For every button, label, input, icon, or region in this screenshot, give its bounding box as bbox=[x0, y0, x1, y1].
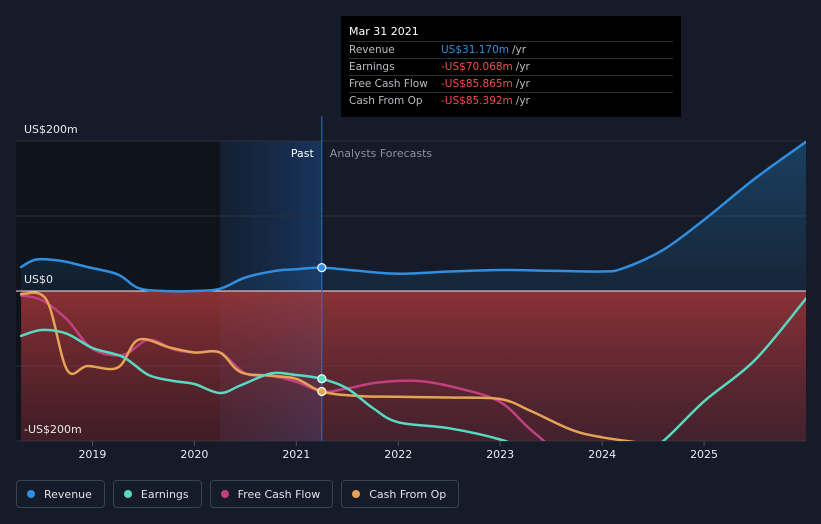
tooltip-row-value: -US$85.865m bbox=[441, 78, 513, 90]
tooltip-row: Cash From Op -US$85.392m/yr bbox=[349, 92, 673, 109]
legend-label: Revenue bbox=[44, 487, 92, 501]
x-tick-label: 2019 bbox=[78, 448, 106, 461]
tooltip-row: Free Cash Flow -US$85.865m/yr bbox=[349, 75, 673, 92]
tooltip-row-label: Earnings bbox=[349, 61, 395, 73]
cash-from-op-marker[interactable] bbox=[317, 386, 327, 397]
y-label-bottom: -US$200m bbox=[24, 423, 82, 436]
tooltip-row: Revenue US$31.170m/yr bbox=[349, 41, 673, 58]
legend-dot-icon bbox=[123, 490, 132, 498]
revenue-line bbox=[19, 141, 806, 293]
legend-label: Free Cash Flow bbox=[237, 487, 321, 501]
legend-dot-icon bbox=[27, 490, 35, 498]
tooltip-row-label: Revenue bbox=[349, 44, 395, 56]
legend-item-earnings[interactable]: Earnings bbox=[112, 480, 202, 508]
tooltip-row-unit: /yr bbox=[515, 78, 530, 90]
x-tick-label: 2022 bbox=[384, 448, 412, 461]
negative-area bbox=[21, 291, 806, 441]
legend-dot-icon bbox=[352, 490, 361, 498]
forecast-label: Analysts Forecasts bbox=[330, 147, 433, 160]
legend-item-free-cash-flow[interactable]: Free Cash Flow bbox=[209, 480, 334, 508]
legend-dot-icon bbox=[220, 490, 229, 498]
x-tick-label: 2024 bbox=[588, 448, 616, 461]
legend-item-revenue[interactable]: Revenue bbox=[16, 480, 105, 508]
tooltip-row-unit: /yr bbox=[512, 44, 527, 56]
tooltip-row-value: -US$70.068m bbox=[441, 61, 513, 73]
past-label: Past bbox=[291, 147, 315, 160]
y-label-top: US$200m bbox=[24, 123, 78, 136]
tooltip-row-value: -US$85.392m bbox=[441, 95, 513, 107]
tooltip-row-label: Free Cash Flow bbox=[349, 78, 428, 90]
tooltip-row-label: Cash From Op bbox=[349, 95, 423, 107]
tooltip: Mar 31 2021 Revenue US$31.170m/yr Earnings… bbox=[341, 16, 681, 117]
x-tick-label: 2025 bbox=[690, 448, 718, 461]
legend-label: Earnings bbox=[140, 487, 189, 501]
earnings-marker[interactable] bbox=[317, 374, 327, 384]
legend: Revenue Earnings Free Cash Flow Cash From O… bbox=[16, 480, 460, 508]
y-label-zero: US$0 bbox=[24, 273, 53, 286]
tooltip-row: Earnings -US$70.068m/yr bbox=[349, 58, 673, 75]
legend-item-cash-from-op[interactable]: Cash From Op bbox=[341, 480, 460, 508]
tooltip-row-unit: /yr bbox=[515, 95, 530, 107]
revenue-marker[interactable] bbox=[317, 263, 327, 273]
tooltip-row-unit: /yr bbox=[515, 61, 530, 73]
tooltip-row-value: US$31.170m bbox=[441, 44, 509, 56]
tooltip-date: Mar 31 2021 bbox=[349, 25, 419, 38]
x-tick-label: 2023 bbox=[486, 448, 514, 461]
cash-from-op-line bbox=[19, 291, 637, 441]
legend-label: Cash From Op bbox=[369, 487, 447, 501]
revenue-area bbox=[21, 141, 806, 292]
x-tick-label: 2020 bbox=[180, 448, 208, 461]
x-tick-label: 2021 bbox=[282, 448, 310, 461]
